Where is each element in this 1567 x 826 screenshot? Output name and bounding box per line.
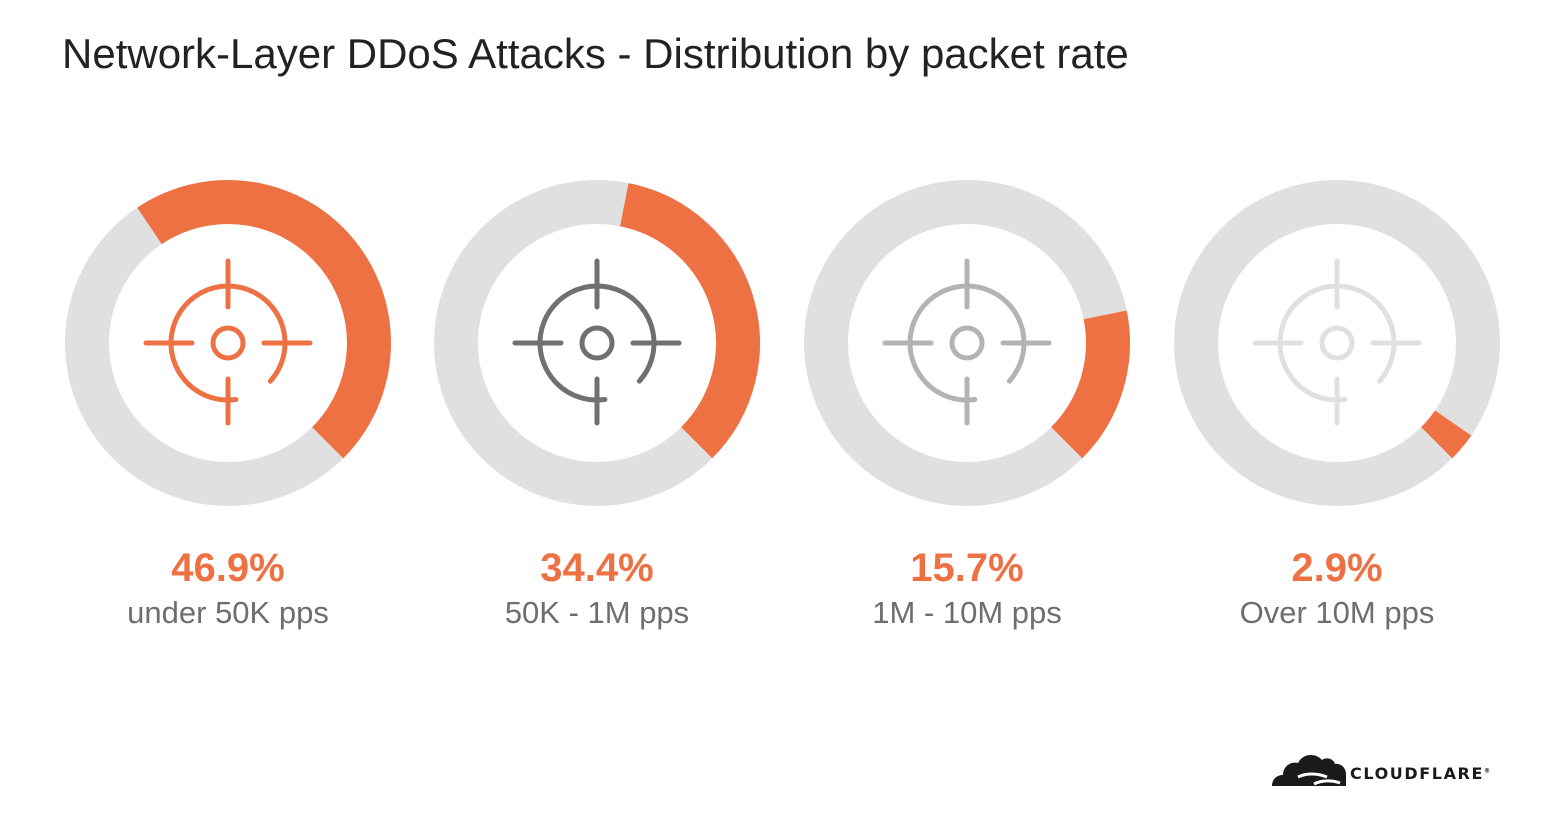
value-label: 15.7% <box>910 546 1023 590</box>
donut-4: 2.9% Over 10M pps <box>1174 180 1500 630</box>
donut-track <box>1174 180 1500 506</box>
donut-arc <box>137 180 391 459</box>
crosshair-target-icon <box>1252 258 1422 426</box>
page-title: Network-Layer DDoS Attacks - Distributio… <box>62 30 1129 77</box>
donut-arc <box>1050 310 1130 459</box>
donut-2: 34.4% 50K - 1M pps <box>434 180 760 630</box>
donut-chart: 46.9% under 50K pps 34.4% 50K - 1M pps 15.7%… <box>65 180 1500 630</box>
category-label: 50K - 1M pps <box>505 595 689 630</box>
value-label: 2.9% <box>1291 546 1382 590</box>
category-label: Over 10M pps <box>1240 595 1435 630</box>
donut-1: 46.9% under 50K pps <box>65 180 391 630</box>
donut-arc <box>619 183 760 459</box>
value-label: 46.9% <box>171 546 284 590</box>
crosshair-target-icon <box>882 258 1052 426</box>
cloud-icon <box>1272 754 1346 786</box>
donut-arc <box>1420 410 1472 459</box>
value-label: 34.4% <box>540 546 653 590</box>
cloudflare-logo: CLOUDFLARE® <box>1270 748 1510 792</box>
crosshair-target-icon <box>512 258 682 426</box>
crosshair-target-icon <box>143 258 313 426</box>
category-label: under 50K pps <box>127 595 329 630</box>
logo-wordmark: CLOUDFLARE® <box>1350 764 1490 783</box>
donut-track <box>804 180 1130 506</box>
donut-3: 15.7% 1M - 10M pps <box>804 180 1130 630</box>
category-label: 1M - 10M pps <box>872 595 1062 630</box>
